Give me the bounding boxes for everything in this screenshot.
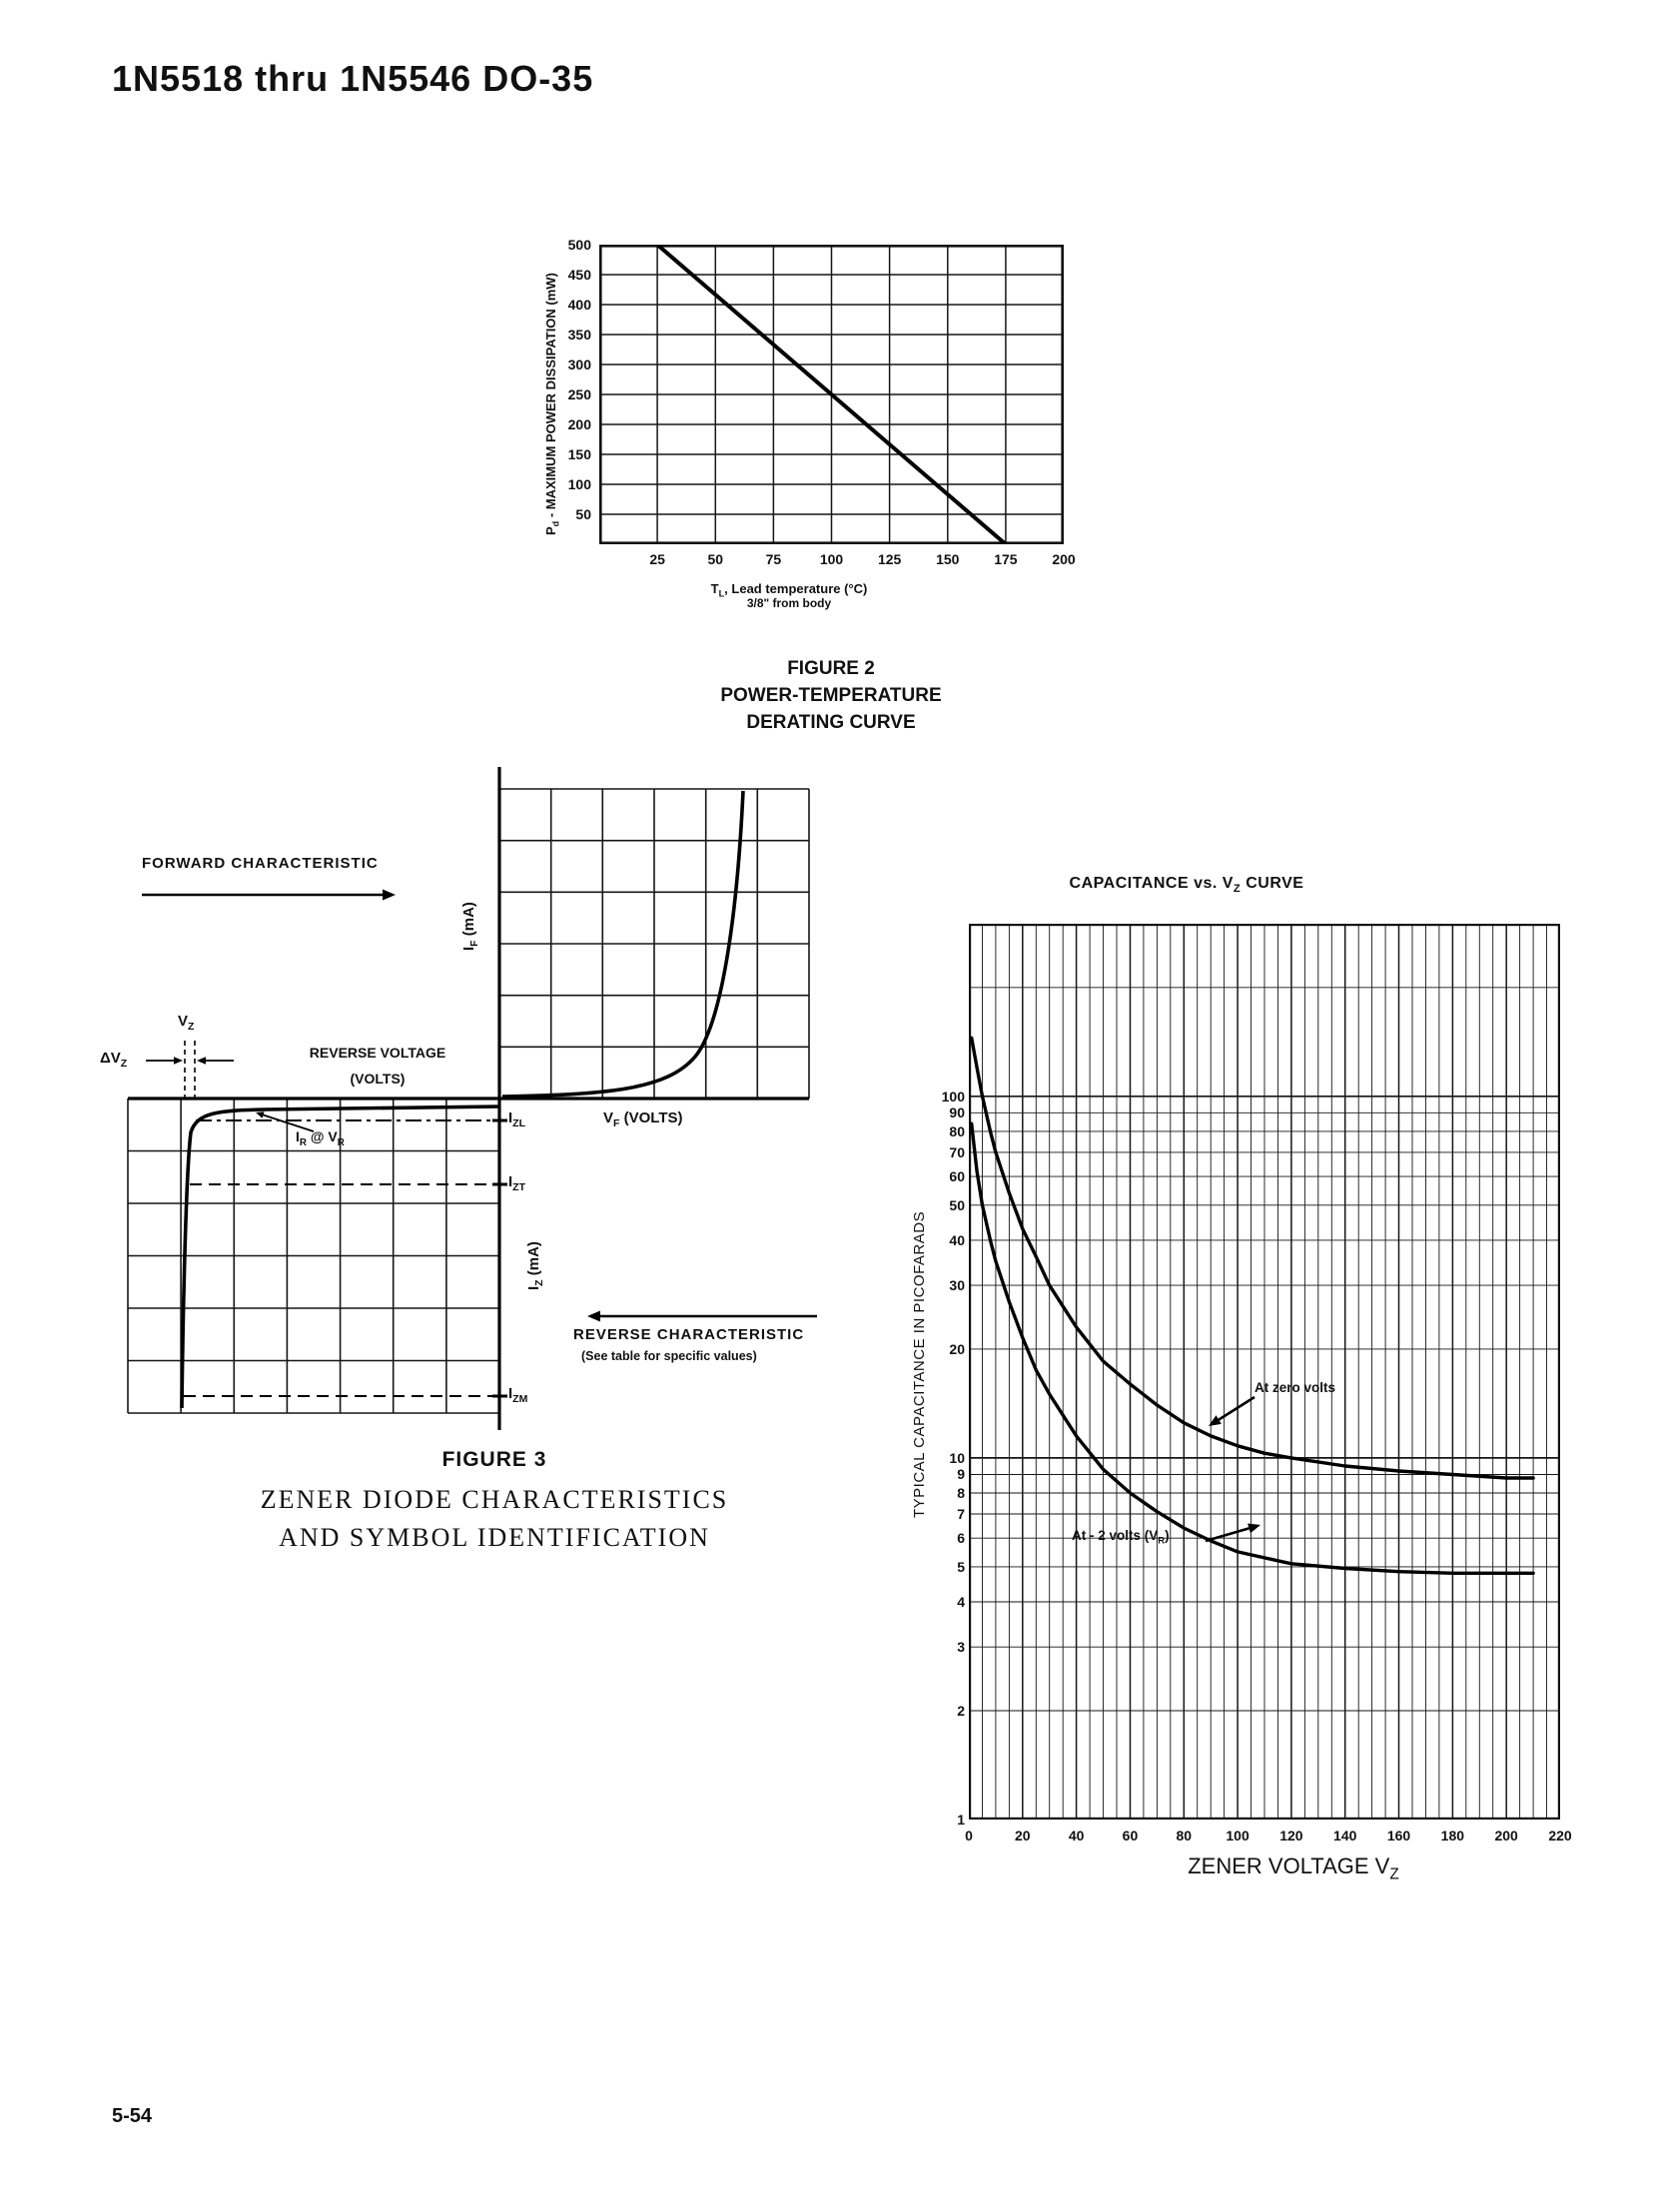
tick-label: 400 <box>567 297 591 313</box>
tick-label: 6 <box>957 1530 965 1547</box>
tick-label: 500 <box>567 237 591 253</box>
figure2-caption-line1: FIGURE 2 <box>787 658 875 679</box>
tick-label: 80 <box>949 1122 965 1139</box>
tick-label: 20 <box>1015 1828 1031 1843</box>
figure2-x-axis-label: TL, Lead temperature (°C) 3/8" from body <box>664 581 914 610</box>
figure2-x-axis-label-line1: TL, Lead temperature (°C) <box>710 581 868 599</box>
tick-label: 80 <box>1176 1828 1193 1843</box>
tick-label: 60 <box>949 1168 965 1185</box>
tick-label: 3 <box>957 1639 965 1656</box>
reverse-voltage-axis-label: REVERSE VOLTAGE (VOLTS) <box>288 1040 467 1092</box>
tick-label: 220 <box>1548 1828 1572 1843</box>
tick-label: 25 <box>649 551 665 567</box>
tick-label: 0 <box>965 1828 973 1843</box>
tick-label: 2 <box>957 1702 965 1719</box>
tick-label: 30 <box>949 1277 965 1294</box>
annotation-at-zero-volts: At zero volts <box>1254 1380 1336 1395</box>
tick-label: 40 <box>1068 1828 1085 1843</box>
tick-label: 100 <box>1226 1828 1250 1843</box>
figure3-zener-characteristics-diagram: FORWARD CHARACTERISTIC IF (mA) VZ ΔVZ RE… <box>90 749 849 1568</box>
tick-label: 9 <box>957 1466 965 1483</box>
page-number: 5-54 <box>112 2105 153 2127</box>
tick-label: 450 <box>567 267 591 283</box>
tick-label: 75 <box>765 551 782 567</box>
tick-label: 50 <box>575 506 591 522</box>
tick-label: 140 <box>1333 1828 1357 1843</box>
tick-label: 1 <box>957 1812 965 1828</box>
tick-label: 200 <box>1494 1828 1518 1843</box>
if-axis-label: IF (mA) <box>460 902 480 951</box>
izl-label: IZL <box>508 1109 525 1129</box>
tick-label: 20 <box>949 1340 965 1357</box>
figure3-caption-line3: AND SYMBOL IDENTIFICATION <box>279 1523 710 1552</box>
tick-label: 300 <box>567 357 591 372</box>
annotation-at-minus2-volts: At - 2 volts (VR) <box>1072 1528 1170 1547</box>
tick-label: 180 <box>1440 1828 1465 1843</box>
iz-axis-label: IZ (mA) <box>525 1241 545 1290</box>
ir-at-vr-label: IR @ VR <box>296 1128 345 1148</box>
tick-label: 70 <box>949 1143 965 1160</box>
figure3-grid <box>127 788 810 1414</box>
capacitance-plot-area <box>969 924 1560 1820</box>
current-level-dashed-lines <box>184 1118 507 1398</box>
tick-label: 7 <box>957 1505 965 1522</box>
figure3-caption-line2: ZENER DIODE CHARACTERISTICS <box>260 1485 729 1514</box>
tick-label: 100 <box>819 551 844 567</box>
figure2-caption-line3: DERATING CURVE <box>746 712 916 733</box>
tick-label: 4 <box>957 1593 965 1610</box>
tick-label: 50 <box>707 551 724 567</box>
figure3-caption: FIGURE 3 ZENER DIODE CHARACTERISTICS AND… <box>240 1448 749 1557</box>
tick-label: 8 <box>957 1484 965 1501</box>
tick-label: 350 <box>567 327 591 343</box>
delta-vz-label: ΔVZ <box>100 1050 128 1070</box>
capacitance-chart-title: CAPACITANCE vs. VZ CURVE <box>1069 875 1304 896</box>
figure2-derating-chart: Pd - MAXIMUM POWER DISSIPATION (mW) TL, … <box>519 230 1099 649</box>
tick-label: 150 <box>567 446 591 462</box>
figure2-caption-line2: POWER-TEMPERATURE <box>720 685 942 706</box>
figure3-drawing <box>127 767 817 1430</box>
tick-label: 200 <box>567 416 591 432</box>
tick-label: 200 <box>1052 551 1076 567</box>
tick-label: 250 <box>567 386 591 402</box>
tick-label: 100 <box>567 476 591 492</box>
figure3-annotation-arrows <box>142 889 817 1322</box>
figure2-x-axis-label-line2: 3/8" from body <box>746 596 832 610</box>
figure3-axes <box>128 767 809 1430</box>
forward-characteristic-curve <box>501 790 745 1099</box>
tick-label: 100 <box>941 1088 965 1105</box>
forward-characteristic-label: FORWARD CHARACTERISTIC <box>142 855 379 872</box>
tick-label: 175 <box>994 551 1018 567</box>
page-title: 1N5518 thru 1N5546 DO-35 <box>112 58 594 99</box>
tick-label: 60 <box>1122 1828 1139 1843</box>
izm-label: IZM <box>508 1385 528 1405</box>
see-table-note: (See table for specific values) <box>581 1349 757 1363</box>
capacitance-chart: CAPACITANCE vs. VZ CURVE TYPICAL CAPACIT… <box>899 869 1638 1907</box>
reverse-characteristic-label: REVERSE CHARACTERISTIC <box>573 1326 805 1343</box>
vf-axis-label: VF (VOLTS) <box>603 1109 683 1129</box>
tick-label: 90 <box>949 1105 965 1121</box>
figure2-plot-area <box>599 245 1064 544</box>
tick-label: 150 <box>936 551 960 567</box>
figure2-caption: FIGURE 2 POWER-TEMPERATURE DERATING CURV… <box>631 655 1031 736</box>
tick-label: 40 <box>949 1231 965 1248</box>
tick-label: 10 <box>949 1449 965 1466</box>
vz-label: VZ <box>178 1013 195 1033</box>
capacitance-x-axis-label: ZENER VOLTAGE VZ <box>1188 1853 1399 1883</box>
tick-label: 160 <box>1386 1828 1411 1843</box>
reverse-voltage-line2: (VOLTS) <box>350 1071 406 1087</box>
tick-label: 125 <box>877 551 902 567</box>
tick-label: 120 <box>1279 1828 1303 1843</box>
izt-label: IZT <box>508 1173 525 1193</box>
reverse-characteristic-curve <box>180 1105 500 1409</box>
tick-label: 50 <box>949 1196 965 1213</box>
reverse-voltage-line1: REVERSE VOLTAGE <box>309 1045 446 1061</box>
vz-tolerance-markers <box>184 1041 196 1099</box>
tick-label: 5 <box>957 1558 965 1575</box>
figure3-caption-line1: FIGURE 3 <box>441 1448 547 1471</box>
